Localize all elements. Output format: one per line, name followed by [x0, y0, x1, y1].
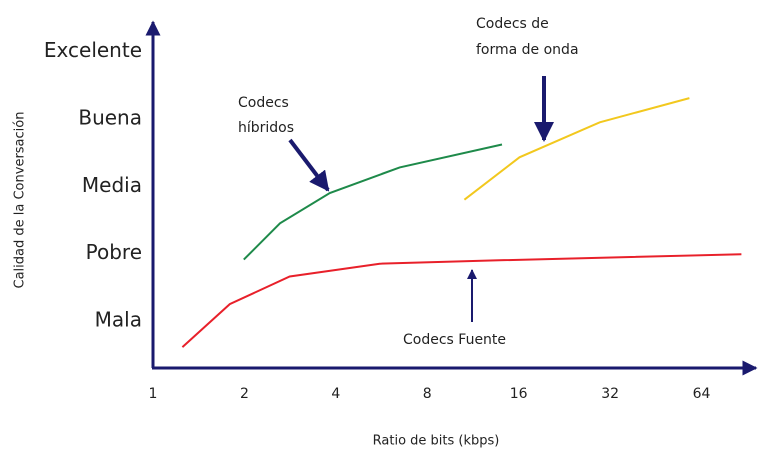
series-label: Codecs de — [476, 16, 549, 32]
line — [181, 253, 742, 348]
x-tick-label: 8 — [423, 386, 432, 402]
y-tick-label: Excelente — [44, 38, 142, 62]
annotation-arrow — [288, 138, 330, 192]
y-tick-label: Mala — [95, 307, 142, 331]
x-tick-label: 32 — [601, 386, 619, 402]
y-tick-label: Buena — [78, 105, 142, 129]
series-label: forma de onda — [476, 42, 579, 58]
x-tick-label: 1 — [149, 386, 158, 402]
series-label: híbridos — [238, 120, 294, 136]
line — [463, 97, 690, 201]
series-label: Codecs Fuente — [403, 332, 506, 348]
x-tick-label: 64 — [693, 386, 711, 402]
y-tick-label: Media — [82, 173, 142, 197]
series-label: Codecs — [238, 95, 289, 111]
x-tick-label: 16 — [510, 386, 528, 402]
y-axis-label: Calidad de la Conversación — [13, 112, 28, 289]
y-tick-label: Pobre — [86, 240, 142, 264]
x-tick-label: 2 — [240, 386, 249, 402]
x-axis-label: Ratio de bits (kbps) — [373, 434, 500, 449]
line — [243, 143, 503, 261]
x-tick-label: 4 — [331, 386, 340, 402]
